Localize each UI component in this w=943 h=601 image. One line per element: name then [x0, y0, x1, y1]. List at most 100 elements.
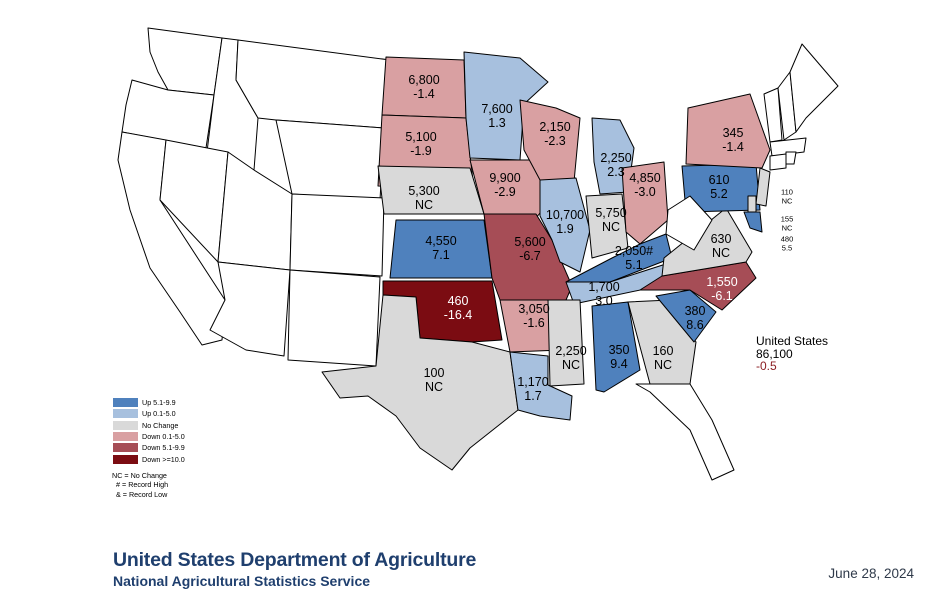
- legend-item: No Change: [113, 420, 185, 431]
- legend-item: Down 0.1-5.0: [113, 431, 185, 442]
- state-change: NC: [711, 246, 731, 260]
- state-label-mi: 2,250 2.3: [600, 151, 631, 179]
- state-change: -6.1: [711, 289, 733, 303]
- state-change: -3.0: [634, 185, 656, 199]
- state-value: 1,550: [706, 275, 738, 289]
- state-nj: [755, 167, 771, 207]
- state-oh: [621, 161, 669, 245]
- state-label-il: 10,700 1.9: [546, 208, 584, 236]
- state-label-ga: 160 NC: [653, 344, 674, 372]
- state-de: [747, 195, 757, 213]
- state-change: 3.0: [595, 294, 613, 308]
- state-wv: [665, 195, 713, 251]
- usda-title: United States Department of Agriculture: [113, 549, 477, 571]
- state-value: 155: [780, 214, 794, 224]
- us-total-value: 86,100: [756, 346, 793, 361]
- state-label-ia: 9,900 -2.9: [489, 171, 520, 199]
- legend: Up 5.1-9.9 Up 0.1-5.0 No Change Down 0.1-5.…: [113, 397, 185, 465]
- state-label-la: 1,170 1.7: [517, 375, 548, 403]
- state-label-mo: 5,600 -6.7: [514, 235, 545, 263]
- legend-item: Down >=10.0: [113, 453, 185, 464]
- state-change: 8.6: [686, 318, 704, 332]
- state-change: 7.1: [432, 248, 450, 262]
- legend-swatch: [113, 409, 138, 419]
- state-value: 2,150: [539, 120, 571, 134]
- legend-swatch: [113, 398, 138, 408]
- state-wa: [147, 27, 223, 96]
- state-label-ny: 345 -1.4: [722, 126, 744, 154]
- legend-item: Up 0.1-5.0: [113, 408, 185, 419]
- state-value: 460: [447, 294, 469, 308]
- state-change: -16.4: [443, 308, 473, 322]
- note-record-low: & = Record Low: [116, 489, 168, 499]
- legend-swatch: [113, 443, 138, 453]
- state-label-oh: 4,850 -3.0: [629, 171, 660, 199]
- state-change: -1.6: [523, 316, 545, 330]
- state-change: -2.3: [544, 134, 566, 148]
- state-label-mn: 7,600 1.3: [481, 102, 512, 130]
- state-nm: [287, 269, 381, 367]
- legend-label: Down 0.1-5.0: [142, 432, 185, 442]
- state-value: 7,600: [481, 102, 513, 116]
- state-label-ms: 2,250 NC: [555, 344, 586, 372]
- agency-block: United States Department of Agriculture …: [113, 549, 476, 589]
- state-ut: [217, 151, 293, 271]
- state-value: 350: [608, 343, 630, 357]
- state-label-sc: 380 8.6: [685, 304, 706, 332]
- state-co: [289, 193, 385, 277]
- state-al: [591, 301, 641, 393]
- legend-notes: NC = No Change # = Record High & = Recor…: [112, 471, 168, 499]
- state-mn: [463, 51, 549, 161]
- state-value: 5,750: [595, 206, 627, 220]
- state-change: 5.5: [781, 243, 793, 252]
- state-az: [209, 261, 291, 357]
- state-value: 3,050: [518, 302, 550, 316]
- legend-label: No Change: [142, 420, 179, 430]
- nass-title: National Agricultural Statistics Service: [113, 573, 371, 589]
- state-change: NC: [781, 223, 793, 232]
- state-label-sd: 5,100 -1.9: [405, 130, 436, 158]
- legend-item: Down 5.1-9.9: [113, 442, 185, 453]
- state-value: 345: [722, 126, 744, 140]
- state-value: 1,700: [588, 280, 620, 294]
- legend-swatch: [113, 432, 138, 442]
- state-value: 100: [423, 366, 445, 380]
- legend-swatch: [113, 454, 138, 464]
- state-label-va: 630 NC: [711, 232, 732, 260]
- state-label-md: 480 5.5: [781, 235, 794, 252]
- state-change: 2.3: [607, 165, 625, 179]
- state-md: [743, 211, 763, 233]
- state-label-de: 155 NC: [781, 215, 794, 232]
- state-label-tx: 100 NC: [424, 366, 445, 394]
- state-label-pa: 610 5.2: [709, 173, 730, 201]
- state-me: [789, 43, 839, 133]
- state-il: [539, 177, 591, 273]
- us-states-map: [117, 27, 839, 481]
- legend-label: Up 0.1-5.0: [142, 409, 176, 419]
- state-value: 610: [708, 173, 730, 187]
- state-label-wi: 2,150 -2.3: [539, 120, 570, 148]
- note-record-high: # = Record High: [116, 480, 169, 490]
- state-change: 9.4: [610, 357, 628, 371]
- state-label-ne: 5,300 NC: [408, 184, 439, 212]
- state-change: NC: [601, 220, 621, 234]
- state-change: 5.1: [625, 258, 643, 272]
- state-change: -1.9: [410, 144, 432, 158]
- state-la: [509, 351, 573, 421]
- state-change: -2.9: [494, 185, 516, 199]
- state-ms: [547, 299, 585, 387]
- state-label-ks: 4,550 7.1: [425, 234, 456, 262]
- state-value: 160: [652, 344, 674, 358]
- state-value: 380: [684, 304, 706, 318]
- state-value: 4,550: [425, 234, 457, 248]
- state-value: 630: [710, 232, 732, 246]
- state-fl: [635, 383, 735, 481]
- us-total-name: United States: [756, 334, 829, 348]
- state-sc: [655, 289, 717, 343]
- state-value: 4,850: [629, 171, 661, 185]
- state-change: -1.4: [413, 87, 435, 101]
- state-vt: [763, 87, 783, 143]
- note-no-change: NC = No Change: [112, 471, 167, 480]
- legend-label: Down >=10.0: [142, 454, 185, 464]
